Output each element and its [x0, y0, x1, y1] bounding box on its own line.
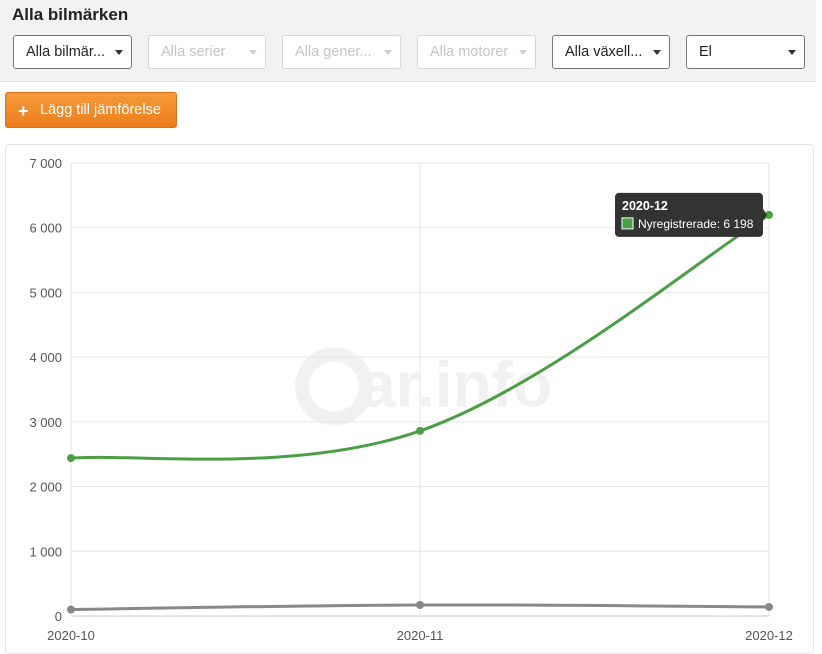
generation-select-value: Alla gener...	[295, 44, 372, 60]
fuel-select[interactable]: El	[686, 35, 805, 69]
series-point	[416, 600, 424, 609]
gearbox-select-value: Alla växell...	[565, 44, 643, 60]
registrations-chart: ar.info 0 1 000 2 000 3 000 4 000 5 000 6 000 7 …	[29, 156, 793, 643]
plus-icon: +	[18, 101, 29, 121]
add-comparison-button[interactable]: + Lägg till jämförelse	[5, 92, 177, 128]
y-tick-label: 2 000	[29, 480, 62, 495]
generation-select[interactable]: Alla gener...	[282, 35, 401, 69]
chevron-down-icon	[653, 50, 661, 55]
panel-title: Alla bilmärken	[12, 5, 129, 24]
chevron-down-icon	[788, 50, 796, 55]
y-tick-label: 4 000	[29, 350, 62, 365]
brand-select-value: Alla bilmär...	[26, 44, 105, 60]
series-point	[765, 210, 773, 219]
chart-card: ar.info 0 1 000 2 000 3 000 4 000 5 000 6 000 7 …	[5, 144, 814, 654]
engine-select-value: Alla motorer	[430, 44, 509, 60]
engine-select[interactable]: Alla motorer	[417, 35, 536, 69]
y-tick-label: 3 000	[29, 415, 62, 430]
tooltip-title: 2020-12	[622, 199, 668, 213]
series-point	[67, 454, 75, 463]
x-tick-label: 2020-11	[397, 628, 444, 643]
series-select-value: Alla serier	[161, 44, 226, 60]
series-point	[67, 605, 75, 614]
y-tick-label: 7 000	[29, 156, 62, 171]
filter-panel: Alla bilmärken Alla bilmär... Alla serie…	[0, 0, 816, 82]
y-tick-label: 5 000	[29, 285, 62, 300]
watermark-logo	[295, 347, 373, 426]
brand-select[interactable]: Alla bilmär...	[13, 35, 132, 69]
add-comparison-label: Lägg till jämförelse	[40, 102, 161, 118]
chevron-down-icon	[249, 50, 257, 55]
gearbox-select[interactable]: Alla växell...	[552, 35, 670, 69]
x-tick-label: 2020-10	[47, 628, 95, 643]
series-select[interactable]: Alla serier	[148, 35, 266, 69]
chevron-down-icon	[384, 50, 392, 55]
chevron-down-icon	[519, 50, 527, 55]
y-tick-label: 0	[55, 609, 62, 624]
fuel-select-value: El	[699, 44, 712, 60]
watermark-text: ar.info	[360, 349, 552, 421]
tooltip-box	[615, 192, 763, 237]
x-tick-label: 2020-12	[745, 628, 793, 643]
tooltip-value: Nyregistrerade: 6 198	[638, 217, 754, 231]
tooltip-pointer	[763, 208, 767, 221]
series-point	[416, 426, 424, 435]
y-tick-label: 6 000	[29, 221, 62, 236]
tooltip-swatch	[621, 217, 634, 230]
y-tick-label: 1 000	[29, 544, 62, 559]
series-point	[765, 602, 773, 611]
chevron-down-icon	[115, 50, 123, 55]
